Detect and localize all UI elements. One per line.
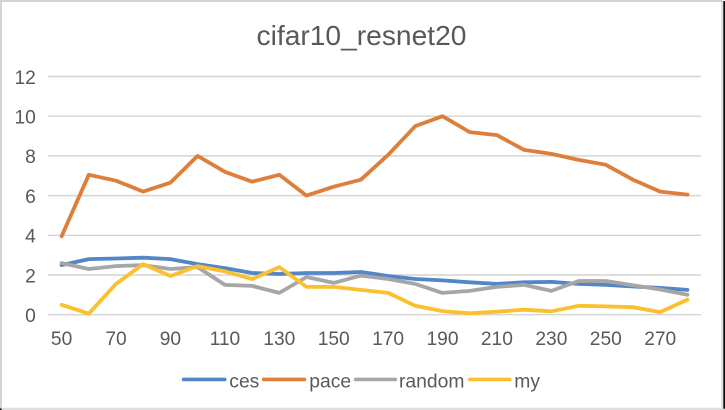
svg-text:my: my	[514, 371, 540, 392]
svg-text:12: 12	[14, 68, 35, 89]
svg-text:130: 130	[263, 329, 295, 350]
svg-text:110: 110	[210, 329, 241, 350]
svg-text:2: 2	[25, 266, 36, 287]
svg-text:150: 150	[318, 329, 350, 350]
svg-text:8: 8	[25, 147, 36, 168]
svg-text:230: 230	[535, 329, 567, 350]
svg-text:ces: ces	[229, 371, 259, 392]
svg-text:cifar10_resnet20: cifar10_resnet20	[257, 19, 467, 51]
svg-text:4: 4	[25, 227, 36, 248]
svg-text:random: random	[399, 371, 464, 392]
svg-text:pace: pace	[309, 371, 351, 392]
svg-text:190: 190	[426, 329, 458, 350]
svg-text:0: 0	[25, 306, 36, 327]
svg-text:210: 210	[481, 329, 513, 350]
svg-text:170: 170	[372, 329, 404, 350]
svg-text:70: 70	[105, 329, 126, 350]
svg-text:90: 90	[160, 329, 181, 350]
svg-text:50: 50	[51, 329, 72, 350]
svg-text:250: 250	[590, 329, 622, 350]
svg-text:270: 270	[644, 329, 676, 350]
svg-text:6: 6	[25, 187, 36, 208]
svg-text:10: 10	[14, 108, 35, 129]
